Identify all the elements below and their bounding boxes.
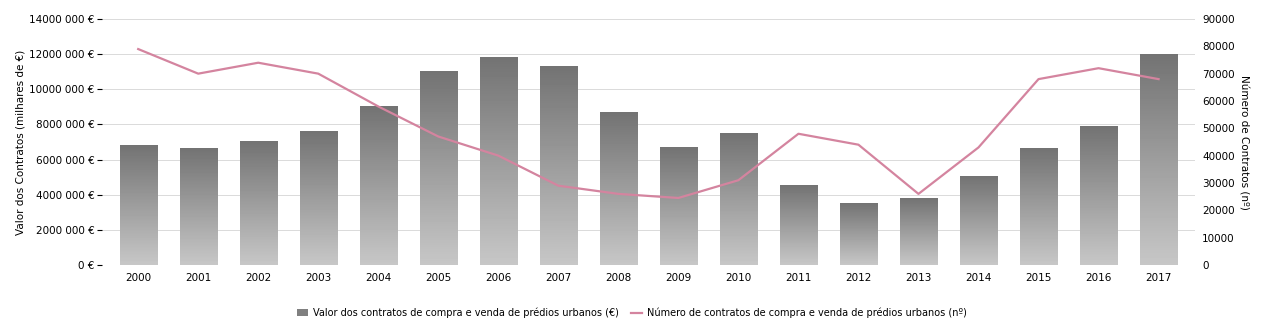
Número de contratos de compra e venda de prédios urbanos (nº)	[130, 47, 145, 51]
Número de contratos de compra e venda de prédios urbanos (nº)	[1031, 77, 1047, 81]
Número de contratos de compra e venda de prédios urbanos (nº)	[1091, 66, 1106, 70]
Número de contratos de compra e venda de prédios urbanos (nº)	[250, 61, 265, 65]
Número de contratos de compra e venda de prédios urbanos (nº)	[370, 105, 386, 109]
Número de contratos de compra e venda de prédios urbanos (nº)	[311, 72, 326, 76]
Line: Número de contratos de compra e venda de prédios urbanos (nº): Número de contratos de compra e venda de…	[138, 49, 1159, 198]
Número de contratos de compra e venda de prédios urbanos (nº)	[731, 178, 746, 182]
Número de contratos de compra e venda de prédios urbanos (nº)	[431, 134, 446, 138]
Número de contratos de compra e venda de prédios urbanos (nº)	[911, 192, 927, 196]
Número de contratos de compra e venda de prédios urbanos (nº)	[791, 132, 806, 136]
Número de contratos de compra e venda de prédios urbanos (nº)	[611, 192, 626, 196]
Número de contratos de compra e venda de prédios urbanos (nº)	[1152, 77, 1167, 81]
Número de contratos de compra e venda de prédios urbanos (nº)	[671, 196, 686, 200]
Y-axis label: Número de Contratos (nº): Número de Contratos (nº)	[1239, 75, 1249, 209]
Número de contratos de compra e venda de prédios urbanos (nº)	[191, 72, 206, 76]
Número de contratos de compra e venda de prédios urbanos (nº)	[851, 143, 866, 147]
Número de contratos de compra e venda de prédios urbanos (nº)	[490, 154, 506, 158]
Número de contratos de compra e venda de prédios urbanos (nº)	[551, 184, 566, 188]
Bar	[120, 146, 157, 265]
Legend: Valor dos contratos de compra e venda de prédios urbanos (€), Número de contrato: Valor dos contratos de compra e venda de…	[293, 304, 971, 322]
Número de contratos de compra e venda de prédios urbanos (nº)	[971, 146, 986, 149]
Y-axis label: Valor dos Contratos (milhares de €): Valor dos Contratos (milhares de €)	[15, 49, 25, 234]
